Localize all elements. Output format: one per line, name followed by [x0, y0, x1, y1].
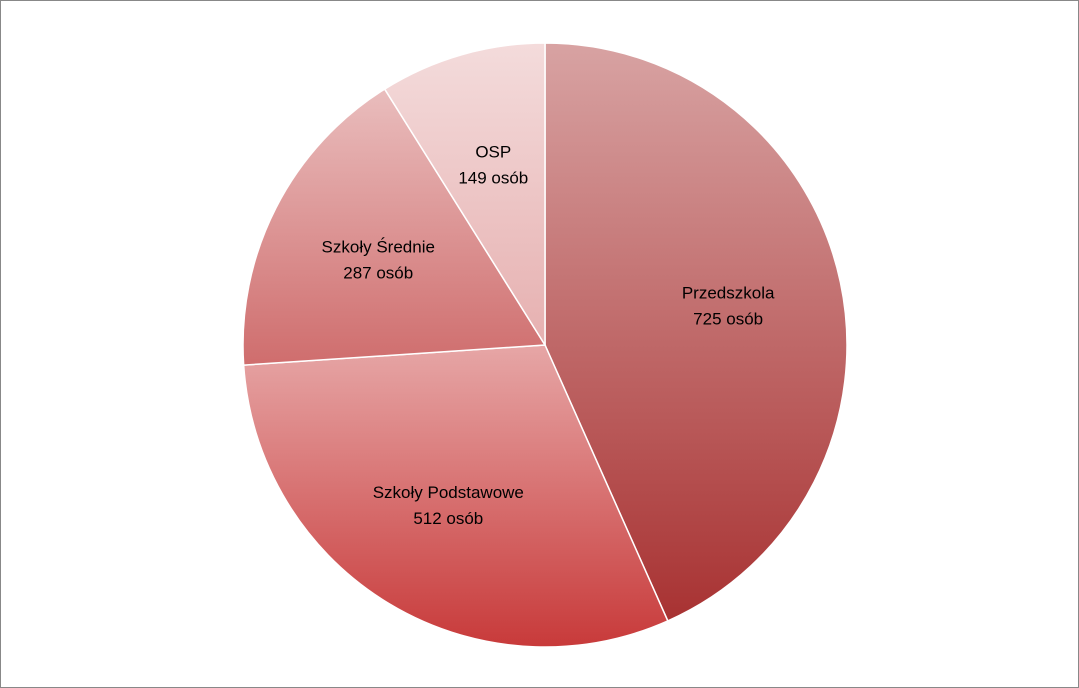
pie-slice: [383, 42, 546, 348]
slice-label: OSP: [475, 143, 511, 162]
slice-label: Szkoły Podstawowe: [373, 483, 524, 502]
slice-value-label: 149 osób: [458, 169, 528, 188]
slice-label: Przedszkola: [682, 284, 775, 303]
slice-value-label: 512 osób: [413, 509, 483, 528]
slice-value-label: 725 osób: [693, 310, 763, 329]
slice-label: Szkoły Średnie: [322, 237, 435, 256]
pie-slice: [242, 344, 669, 648]
pie-slice: [544, 42, 848, 622]
slice-value-label: 287 osób: [343, 263, 413, 282]
pie-slice: [242, 88, 547, 366]
